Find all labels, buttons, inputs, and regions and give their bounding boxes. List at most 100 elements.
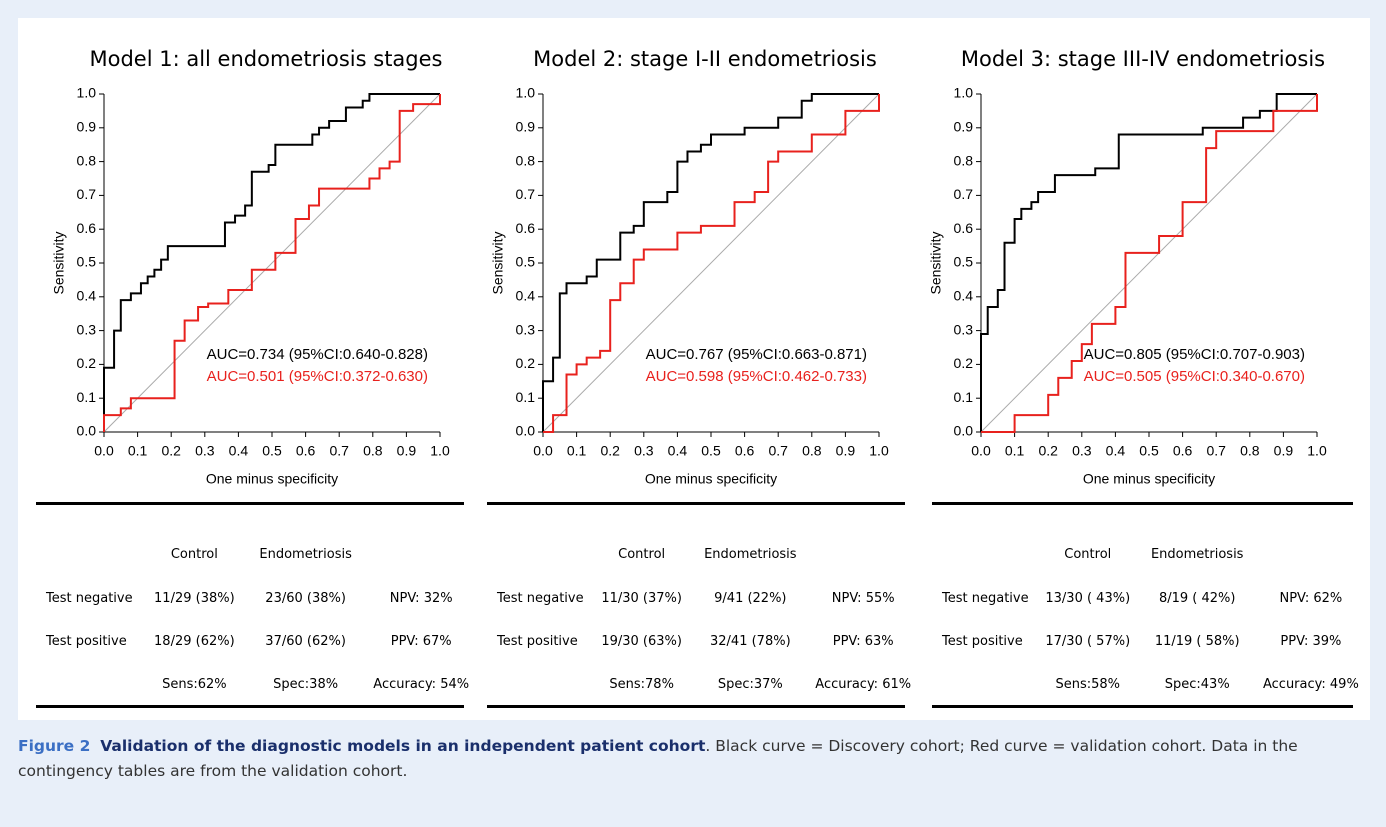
row-label: Test negative <box>942 591 1029 606</box>
x-axis-label: One minus specificity <box>1083 471 1215 487</box>
table-footer: Accuracy: 61% <box>815 677 912 692</box>
table-cell: 9/41 (22%) <box>714 591 787 606</box>
table-header: Control <box>170 547 218 562</box>
y-axis-label: Sensitivity <box>928 231 944 294</box>
y-tick-label: 0.7 <box>516 186 536 202</box>
x-tick-label: 0.3 <box>1072 443 1092 459</box>
table-header: Endometriosis <box>1150 547 1244 562</box>
table-footer: Sens:78% <box>609 677 674 692</box>
table-cell: PPV: 67% <box>390 634 452 649</box>
x-tick-label: 0.5 <box>1139 443 1159 459</box>
table-header: Endometriosis <box>704 547 797 562</box>
roc-curve <box>980 93 1317 432</box>
y-tick-label: 0.0 <box>516 423 536 439</box>
x-tick-label: 0.1 <box>1005 443 1025 459</box>
table-footer: Spec:38% <box>273 677 339 692</box>
table-cell: 37/60 (62%) <box>265 634 346 649</box>
contingency-table: Control Endometriosis Test negative 11/30 (… <box>487 502 911 708</box>
x-tick-label: 0.7 <box>329 443 349 459</box>
table-footer: Sens:62% <box>162 677 227 692</box>
x-tick-label: 1.0 <box>1307 443 1327 459</box>
table-footer: Accuracy: 49% <box>1262 677 1359 692</box>
reference-diagonal <box>542 93 880 433</box>
x-tick-label: 0.4 <box>229 443 249 459</box>
y-tick-label: 0.4 <box>77 288 97 304</box>
table-cell: 8/19 ( 42%) <box>1158 591 1236 606</box>
y-tick-label: 0.1 <box>954 389 974 405</box>
auc-annotation: AUC=0.501 (95%CI:0.372-0.630) <box>207 368 428 385</box>
table-cell: NPV: 55% <box>831 591 895 606</box>
y-tick-label: 0.8 <box>954 152 974 168</box>
y-tick-label: 0.9 <box>516 119 536 135</box>
x-tick-label: 0.8 <box>363 443 383 459</box>
y-tick-label: 0.6 <box>954 220 974 236</box>
roc-curve <box>103 94 441 432</box>
x-tick-label: 0.2 <box>1038 443 1058 459</box>
y-tick-label: 0.5 <box>954 254 974 270</box>
x-tick-label: 0.0 <box>94 443 114 459</box>
table-cell: PPV: 63% <box>832 634 894 649</box>
x-tick-label: 0.4 <box>668 443 688 459</box>
y-tick-label: 0.2 <box>954 355 974 371</box>
auc-annotation: AUC=0.598 (95%CI:0.462-0.733) <box>646 368 867 385</box>
y-tick-label: 1.0 <box>77 85 97 101</box>
row-label: Test positive <box>497 634 578 649</box>
table-cell: 19/30 (63%) <box>601 634 682 649</box>
y-tick-label: 0.5 <box>77 254 97 270</box>
y-tick-label: 0.4 <box>954 288 974 304</box>
x-tick-label: 0.1 <box>567 443 587 459</box>
row-label: Test negative <box>497 591 584 606</box>
table-footer: Sens:58% <box>1055 677 1121 692</box>
table-cell: 23/60 (38%) <box>265 591 346 606</box>
x-tick-label: 0.9 <box>1274 443 1294 459</box>
auc-annotation: AUC=0.505 (95%CI:0.340-0.670) <box>1084 368 1305 385</box>
x-tick-label: 0.9 <box>836 443 856 459</box>
y-tick-label: 0.3 <box>77 321 97 337</box>
y-tick-label: 0.2 <box>77 355 97 371</box>
roc-curve <box>543 94 880 433</box>
x-tick-label: 1.0 <box>869 443 889 459</box>
contingency-table: Control Endometriosis Test negative 11/29 (… <box>36 502 469 708</box>
roc-curve <box>981 94 1318 433</box>
x-tick-label: 0.6 <box>735 443 755 459</box>
x-tick-label: 0.0 <box>971 443 991 459</box>
y-tick-label: 0.1 <box>77 389 97 405</box>
x-tick-label: 0.3 <box>634 443 654 459</box>
caption-label: Figure 2 <box>18 737 91 755</box>
table-cell: 11/29 (38%) <box>154 591 235 606</box>
auc-annotation: AUC=0.767 (95%CI:0.663-0.871) <box>646 346 867 363</box>
x-tick-label: 0.6 <box>1173 443 1193 459</box>
y-axis-label: Sensitivity <box>490 231 506 294</box>
chart-title: Model 3: stage III-IV endometriosis <box>961 47 1325 71</box>
y-tick-label: 0.0 <box>954 423 974 439</box>
y-tick-label: 0.1 <box>516 389 536 405</box>
x-tick-label: 0.1 <box>128 443 148 459</box>
chart-title: Model 2: stage I-II endometriosis <box>533 47 877 71</box>
x-tick-label: 0.8 <box>802 443 822 459</box>
contingency-table: Control Endometriosis Test negative 13/30 (… <box>932 502 1359 708</box>
y-tick-label: 1.0 <box>516 85 536 101</box>
table-cell: 17/30 ( 57%) <box>1045 634 1131 649</box>
y-tick-label: 0.2 <box>516 355 536 371</box>
auc-annotation: AUC=0.805 (95%CI:0.707-0.903) <box>1084 346 1305 363</box>
caption: Figure 2 Validation of the diagnostic mo… <box>18 734 1358 784</box>
y-tick-label: 0.5 <box>516 254 536 270</box>
x-tick-label: 0.9 <box>397 443 417 459</box>
roc-curve <box>542 93 879 432</box>
y-tick-label: 0.6 <box>516 220 536 236</box>
caption-title: Validation of the diagnostic models in a… <box>100 737 706 755</box>
y-tick-label: 1.0 <box>954 85 974 101</box>
table-header: Control <box>618 547 666 562</box>
table-cell: PPV: 39% <box>1280 634 1342 649</box>
y-tick-label: 0.4 <box>516 288 536 304</box>
y-tick-label: 0.0 <box>77 423 97 439</box>
y-tick-label: 0.7 <box>954 186 974 202</box>
x-tick-label: 1.0 <box>430 443 450 459</box>
y-tick-label: 0.7 <box>77 186 97 202</box>
table-cell: NPV: 32% <box>389 591 453 606</box>
table-cell: 13/30 ( 43%) <box>1045 591 1131 606</box>
y-tick-label: 0.8 <box>516 152 536 168</box>
x-tick-label: 0.7 <box>1206 443 1226 459</box>
